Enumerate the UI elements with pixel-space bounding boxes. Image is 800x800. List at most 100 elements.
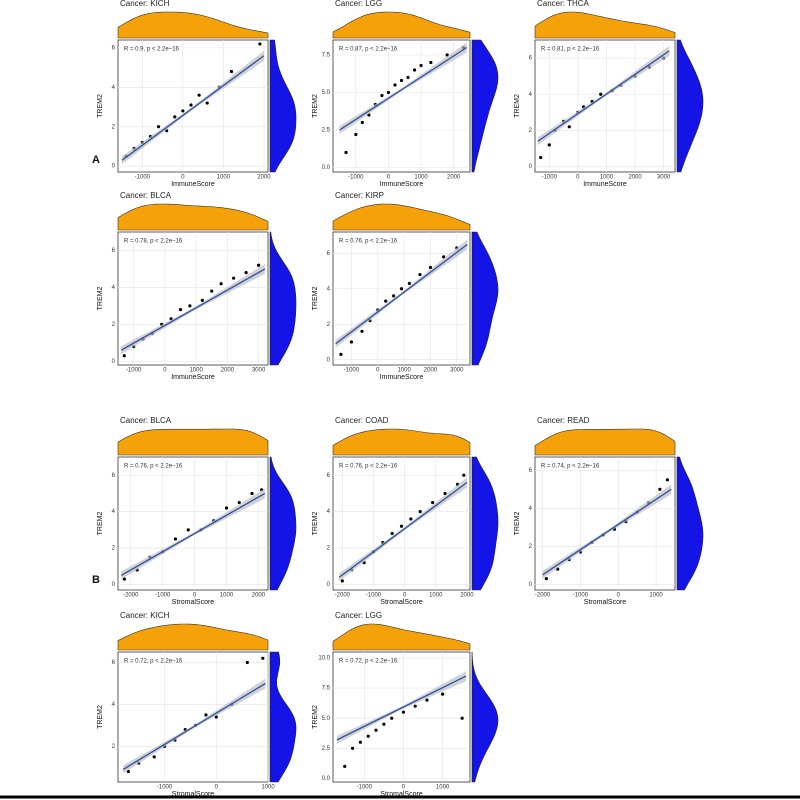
fit-line [336, 675, 467, 741]
y-tick-label: 7.5 [322, 686, 331, 692]
x-tick-label: 1000 [189, 368, 203, 374]
plot-frame [117, 39, 269, 173]
x-axis-label: StromalScore [380, 599, 423, 606]
y-axis-label: TREM2 [312, 94, 319, 118]
y-density [269, 456, 297, 591]
chart-title: Cancer: THCA [537, 0, 590, 8]
y-axis-label: TREM2 [97, 512, 104, 536]
x-axis-label: StromalScore [584, 599, 627, 606]
point [539, 155, 543, 160]
x-density [332, 203, 471, 231]
x-tick-label: 1000 [220, 593, 234, 599]
point [399, 287, 404, 291]
point [186, 528, 190, 532]
y-tick-label: 7.5 [322, 53, 331, 59]
stat-annotation: R = 0.76, p < 2.2e−16 [339, 239, 398, 245]
point [250, 491, 254, 496]
point [350, 746, 355, 750]
point [173, 115, 177, 119]
y-tick-label: 0 [327, 582, 331, 588]
point [205, 101, 209, 105]
y-tick-label: 2 [112, 322, 116, 328]
y-tick-label: 0 [112, 582, 116, 588]
x-axis-label: ImmuneScore [171, 181, 215, 188]
x-axis-label: ImmuneScore [583, 181, 627, 188]
point [257, 263, 261, 267]
stat-annotation: R = 0.87, p < 2.2e−16 [339, 47, 398, 53]
point [401, 710, 406, 714]
y-density [471, 456, 499, 591]
point [665, 478, 670, 482]
y-density [676, 39, 704, 173]
point [181, 109, 185, 113]
x-tick-label: 2000 [447, 175, 461, 181]
y-tick-label: 0 [112, 164, 116, 170]
point [418, 510, 422, 514]
y-tick-label: 4 [529, 92, 533, 98]
point [224, 506, 229, 510]
point [204, 713, 208, 717]
point [544, 577, 548, 581]
point [360, 120, 364, 125]
point [366, 734, 370, 738]
point [599, 92, 603, 96]
y-tick-label: 2 [112, 744, 116, 750]
plot-frame [534, 456, 676, 591]
x-tick-label: 0 [376, 368, 380, 374]
y-tick-label: 0 [327, 357, 331, 363]
y-tick-label: 4 [112, 702, 116, 708]
point [406, 75, 410, 80]
x-density [117, 428, 269, 456]
y-density [269, 231, 297, 366]
y-tick-label: 4 [112, 85, 116, 91]
point [214, 715, 218, 719]
x-tick-label: 1000 [217, 175, 231, 181]
fit-line [542, 488, 672, 576]
x-density [534, 428, 676, 456]
point [173, 537, 178, 541]
point [658, 487, 662, 491]
point [399, 524, 404, 528]
y-tick-label: 2.5 [322, 128, 331, 134]
stat-annotation: R = 0.9, p < 2.2e−16 [124, 47, 180, 53]
point [391, 294, 396, 298]
point [245, 660, 249, 665]
point [349, 340, 354, 344]
x-density [332, 11, 471, 39]
plot-frame [332, 651, 471, 783]
x-density [332, 428, 471, 456]
x-tick-label: -1000 [357, 785, 373, 791]
y-density [471, 39, 499, 173]
point [197, 93, 201, 97]
fit-line [120, 492, 266, 576]
x-tick-label: -1000 [348, 175, 364, 181]
stat-annotation: R = 0.78, p < 2.2e−16 [124, 239, 183, 245]
point [200, 298, 204, 302]
point [189, 103, 193, 107]
y-tick-label: 0 [112, 359, 116, 365]
x-tick-label: 0 [617, 593, 621, 599]
x-tick-label: 1000 [261, 785, 275, 791]
point [343, 764, 347, 768]
x-tick-label: 0 [387, 175, 391, 181]
x-tick-label: 0 [181, 175, 185, 181]
x-tick-label: 0 [576, 175, 580, 181]
stat-annotation: R = 0.81, p < 2.2e−16 [541, 47, 600, 53]
x-tick-label: 1000 [649, 593, 663, 599]
y-tick-label: 2 [529, 128, 533, 134]
point [418, 272, 422, 277]
point [386, 90, 391, 95]
y-density [269, 651, 297, 783]
y-axis-label: TREM2 [514, 512, 521, 536]
point [340, 579, 344, 583]
y-axis-label: TREM2 [312, 705, 319, 729]
point [409, 517, 413, 521]
x-density [117, 203, 269, 231]
y-tick-label: 0 [529, 164, 533, 170]
x-tick-label: 2000 [460, 593, 474, 599]
x-tick-label: 1000 [436, 785, 450, 791]
x-tick-label: -1000 [157, 785, 173, 791]
y-axis-label: TREM2 [97, 287, 104, 311]
plot-frame [117, 651, 269, 783]
